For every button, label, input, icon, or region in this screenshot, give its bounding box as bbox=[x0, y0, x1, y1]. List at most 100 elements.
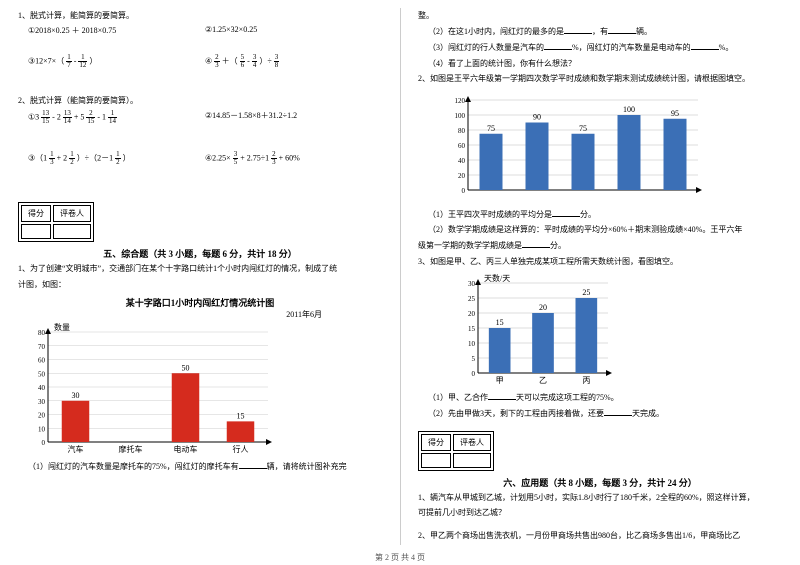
blank bbox=[604, 407, 632, 416]
frac: 1314 bbox=[63, 110, 72, 125]
svg-text:10: 10 bbox=[468, 340, 476, 348]
svg-text:75: 75 bbox=[487, 124, 495, 133]
frac: 13 bbox=[49, 151, 55, 166]
blank bbox=[488, 391, 516, 400]
svg-text:丙: 丙 bbox=[582, 376, 590, 385]
section5-title: 五、综合题（共 3 小题，每题 6 分，共计 18 分） bbox=[18, 247, 382, 260]
svg-text:20: 20 bbox=[458, 172, 466, 180]
svg-text:20: 20 bbox=[539, 303, 547, 312]
q2c: ③（1 13 + 2 12 ）÷（2－1 12 ） bbox=[28, 151, 205, 166]
frac: 112 bbox=[78, 54, 87, 69]
svg-text:摩托车: 摩托车 bbox=[119, 444, 143, 454]
frac: 1315 bbox=[41, 110, 50, 125]
svg-text:90: 90 bbox=[533, 112, 541, 121]
left-column: 1、脱式计算，能简算的要简算。 ①2018×0.25 ＋ 2018×0.75 ②… bbox=[0, 0, 400, 565]
svg-text:120: 120 bbox=[455, 97, 466, 105]
svg-text:60: 60 bbox=[458, 142, 466, 150]
svg-text:15: 15 bbox=[468, 325, 476, 333]
q1c: ③12×7×（ 17 - 112 ） bbox=[28, 54, 205, 69]
frac: 23 bbox=[271, 151, 277, 166]
svg-text:0: 0 bbox=[462, 187, 466, 195]
svg-text:20: 20 bbox=[38, 411, 46, 419]
blank bbox=[564, 25, 592, 34]
s6-q1a: 1、辆汽车从甲城到乙城，计划用5小时，实际1.8小时行了180千米，2全程的60… bbox=[418, 492, 782, 503]
blank bbox=[552, 208, 580, 217]
svg-text:数量: 数量 bbox=[54, 322, 70, 332]
svg-text:100: 100 bbox=[455, 112, 466, 120]
frac: 56 bbox=[240, 54, 246, 69]
frac: 34 bbox=[252, 54, 258, 69]
frac: 17 bbox=[66, 54, 72, 69]
svg-text:天数/天: 天数/天 bbox=[484, 273, 510, 283]
grader-label: 评卷人 bbox=[53, 205, 91, 222]
blank bbox=[522, 239, 550, 248]
svg-text:80: 80 bbox=[458, 127, 466, 135]
frac: 12 bbox=[115, 151, 121, 166]
q2b: ②14.85－1.58×8＋31.2÷1.2 bbox=[205, 110, 382, 125]
s5-q3: 3、如图是甲、乙、丙三人单独完成某项工程所需天数统计图，看图填空。 bbox=[418, 256, 782, 267]
svg-text:70: 70 bbox=[38, 343, 46, 351]
chart1-subtitle: 2011年6月 bbox=[18, 309, 382, 320]
svg-text:100: 100 bbox=[623, 105, 635, 114]
q2d: ④2.25× 35 + 2.75÷1 23 + 60% bbox=[205, 151, 382, 166]
svg-text:20: 20 bbox=[468, 310, 476, 318]
svg-text:汽车: 汽车 bbox=[68, 444, 84, 454]
svg-text:0: 0 bbox=[42, 439, 46, 447]
svg-text:甲: 甲 bbox=[496, 376, 504, 385]
s5-q2-sub1: （1）王平四次平时成绩的平均分是分。 bbox=[418, 208, 782, 220]
q1a: ①2018×0.25 ＋ 2018×0.75 bbox=[28, 25, 205, 36]
score-label: 得分 bbox=[421, 434, 451, 451]
right-column: 整。 （2）在这1小时内，闯红灯的最多的是，有辆。 （3）闯红灯的行人数量是汽车… bbox=[400, 0, 800, 565]
s5-q3-sub1: （1）甲、乙合作天可以完成这项工程的75%。 bbox=[418, 391, 782, 403]
svg-text:电动车: 电动车 bbox=[174, 444, 198, 454]
blank bbox=[608, 25, 636, 34]
chart1: 0 10 20 30 40 50 60 70 80 数量 30 汽车 摩托车 50 电动车 15 行人 bbox=[18, 320, 278, 460]
svg-text:50: 50 bbox=[182, 363, 190, 372]
frac: 35 bbox=[233, 151, 239, 166]
svg-text:60: 60 bbox=[38, 356, 46, 364]
svg-text:50: 50 bbox=[38, 370, 46, 378]
s5-q3-sub2: （2）先由甲做3天，剩下的工程由丙接着做，还要天完成。 bbox=[418, 407, 782, 419]
q1b: ②1.25×32×0.25 bbox=[205, 25, 382, 36]
svg-text:15: 15 bbox=[237, 411, 245, 420]
q1-title: 1、脱式计算，能简算的要简算。 bbox=[18, 10, 382, 21]
svg-text:25: 25 bbox=[468, 295, 476, 303]
svg-text:75: 75 bbox=[579, 124, 587, 133]
frac: 12 bbox=[69, 151, 75, 166]
s5-q2-sub2a: （2）数学学期成绩是这样算的：平时成绩的平均分×60%＋期末测验成绩×40%。王… bbox=[418, 224, 782, 235]
s5-q1b: 计图，如图： bbox=[18, 279, 382, 290]
svg-text:5: 5 bbox=[472, 355, 476, 363]
blank bbox=[544, 41, 572, 50]
chart3: 051015202530天数/天15甲20乙25丙 bbox=[448, 271, 618, 391]
s5-q2-sub2b: 级第一学期的数学学期成绩是分。 bbox=[418, 239, 782, 251]
section6-title: 六、应用题（共 8 小题，每题 3 分，共计 24 分） bbox=[418, 476, 782, 489]
frac: 215 bbox=[86, 110, 95, 125]
frac: 114 bbox=[108, 110, 117, 125]
s6-q1b: 可提前几小时到达乙城？ bbox=[418, 507, 782, 518]
q2-title: 2、脱式计算（能简算的要简算）。 bbox=[18, 95, 382, 106]
s5-q2: 2、如图是王平六年级第一学期四次数学平时成绩和数学期末测试成绩统计图，请根据图填… bbox=[418, 73, 782, 84]
frac: 23 bbox=[214, 54, 220, 69]
svg-text:15: 15 bbox=[496, 318, 504, 327]
svg-text:30: 30 bbox=[72, 391, 80, 400]
svg-text:40: 40 bbox=[38, 384, 46, 392]
s5-q1-sub3: （3）闯红灯的行人数量是汽车的%，闯红灯的汽车数量是电动车的%。 bbox=[418, 41, 782, 53]
frac: 38 bbox=[274, 54, 280, 69]
score-box-2: 得分评卷人 bbox=[418, 431, 494, 471]
svg-text:行人: 行人 bbox=[233, 444, 249, 454]
s5-q1-sub4: （4）看了上面的统计图，你有什么想法？ bbox=[418, 58, 782, 69]
svg-text:95: 95 bbox=[671, 109, 679, 118]
s5-q1a: 1、为了创建“文明城市”，交通部门在某个十字路口统计1个小时内闯红灯的情况，制成… bbox=[18, 263, 382, 274]
svg-text:0: 0 bbox=[472, 370, 476, 378]
chart1-title: 某十字路口1小时内闯红灯情况统计图 bbox=[18, 296, 382, 309]
svg-text:10: 10 bbox=[38, 425, 46, 433]
page-footer: 第 2 页 共 4 页 bbox=[0, 552, 800, 563]
svg-text:80: 80 bbox=[38, 329, 46, 337]
svg-text:40: 40 bbox=[458, 157, 466, 165]
svg-text:30: 30 bbox=[38, 398, 46, 406]
s6-q2: 2、甲乙两个商场出售洗衣机，一月份甲商场共售出980台，比乙商场多售出1/6，甲… bbox=[418, 530, 782, 541]
svg-text:25: 25 bbox=[582, 288, 590, 297]
s5-q1-sub2: （2）在这1小时内，闯红灯的最多的是，有辆。 bbox=[418, 25, 782, 37]
grader-label: 评卷人 bbox=[453, 434, 491, 451]
blank bbox=[691, 41, 719, 50]
